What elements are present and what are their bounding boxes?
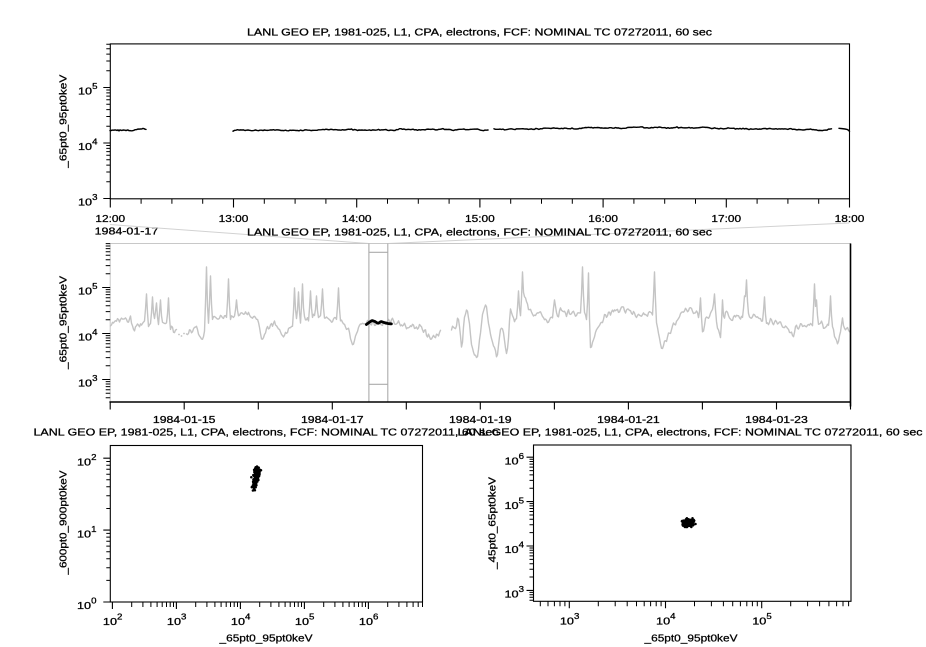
svg-text:LANL GEO EP, 1981-025, L1, CPA: LANL GEO EP, 1981-025, L1, CPA, electron…: [458, 427, 923, 439]
svg-text:_65pt0_95pt0keV: _65pt0_95pt0keV: [58, 75, 70, 169]
svg-text:17:00: 17:00: [711, 213, 741, 225]
svg-text:_45pt0_65pt0keV: _45pt0_65pt0keV: [487, 477, 499, 570]
svg-text:16:00: 16:00: [588, 213, 618, 225]
svg-text:12:00: 12:00: [95, 213, 125, 225]
svg-text:1984-01-21: 1984-01-21: [597, 414, 660, 426]
svg-text:1984-01-17: 1984-01-17: [301, 414, 364, 426]
svg-text:LANL GEO EP, 1981-025, L1, CPA: LANL GEO EP, 1981-025, L1, CPA, electron…: [247, 227, 712, 239]
svg-text:_600pt0_900pt0keV: _600pt0_900pt0keV: [58, 471, 70, 576]
svg-text:1984-01-15: 1984-01-15: [153, 414, 216, 426]
svg-text:_65pt0_95pt0keV: _65pt0_95pt0keV: [643, 633, 737, 645]
svg-text:1984-01-19: 1984-01-19: [449, 414, 512, 426]
svg-text:13:00: 13:00: [219, 213, 249, 225]
svg-text:1984-01-23: 1984-01-23: [745, 414, 808, 426]
svg-text:14:00: 14:00: [342, 213, 372, 225]
svg-text:LANL GEO EP, 1981-025, L1, CPA: LANL GEO EP, 1981-025, L1, CPA, electron…: [247, 26, 712, 38]
svg-text:_65pt0_95pt0keV: _65pt0_95pt0keV: [58, 276, 70, 370]
svg-text:15:00: 15:00: [465, 213, 495, 225]
svg-text:1984-01-17: 1984-01-17: [95, 225, 159, 237]
svg-text:LANL GEO EP, 1981-025, L1, CPA: LANL GEO EP, 1981-025, L1, CPA, electron…: [34, 427, 499, 439]
svg-text:_65pt0_95pt0keV: _65pt0_95pt0keV: [218, 633, 312, 645]
svg-text:18:00: 18:00: [835, 213, 865, 225]
